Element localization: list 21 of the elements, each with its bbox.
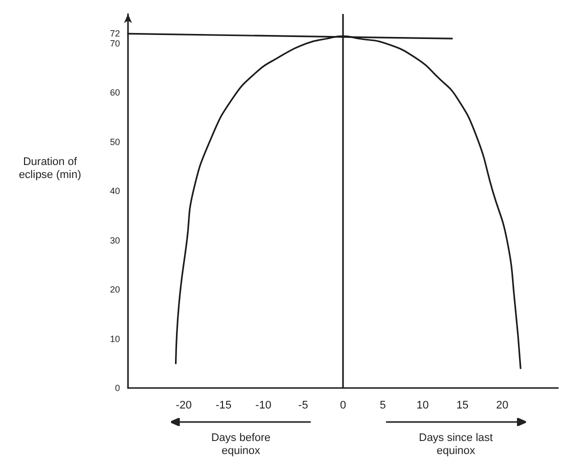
y-tick-label: 40 [110, 186, 120, 196]
y-tick-label: 70 [110, 38, 120, 49]
x-tick-label: 0 [340, 400, 346, 412]
x-tick-label: 15 [456, 400, 469, 412]
y-tick-label: 30 [110, 235, 120, 246]
y-tick-label: 72 [110, 28, 120, 39]
x-tick-label: -5 [298, 400, 308, 412]
text: Days before equinox [210, 432, 272, 458]
y-axis-title: Duration of eclipse (min) [18, 156, 82, 182]
x-tick-label: 10 [416, 400, 429, 412]
y-tick-label: 60 [110, 88, 120, 98]
x-tick-label: -20 [176, 400, 192, 412]
text: Days since last equinox [418, 432, 494, 458]
x-tick-label: 5 [380, 400, 386, 412]
x-tick-label: 20 [496, 400, 508, 412]
y-tick-label: 20 [110, 284, 120, 295]
y-tick-label: 0 [114, 383, 120, 393]
y-tick-label: 50 [110, 136, 120, 147]
x-tick-label: -10 [255, 400, 272, 412]
y-tick-label: 10 [110, 334, 120, 344]
x-tick-label: -15 [216, 400, 232, 412]
